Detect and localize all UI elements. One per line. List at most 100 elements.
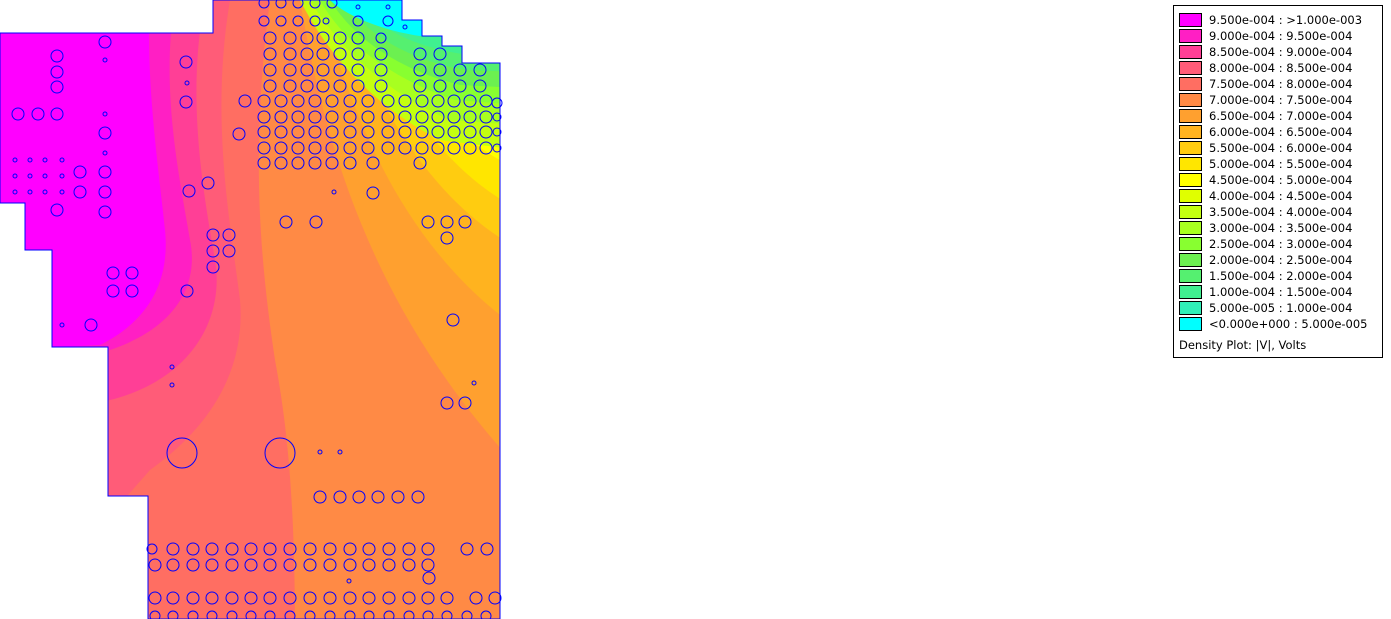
legend-entry: 5.000e-004 : 5.500e-004	[1179, 156, 1379, 172]
via-hole	[98, 205, 112, 219]
via-hole	[479, 125, 493, 139]
via-hole	[12, 189, 18, 195]
via-hole	[415, 110, 429, 124]
via-hole	[433, 47, 447, 61]
via-hole	[264, 610, 276, 619]
legend-swatch	[1179, 109, 1202, 123]
via-hole	[398, 94, 412, 108]
via-hole	[325, 94, 339, 108]
via-hole	[279, 215, 293, 229]
via-hole	[316, 79, 330, 93]
legend-swatch	[1179, 13, 1202, 27]
via-hole	[292, 15, 304, 27]
via-hole	[403, 610, 415, 619]
via-hole	[102, 111, 108, 117]
via-hole	[362, 542, 376, 556]
legend-swatch	[1179, 253, 1202, 267]
legend-label: 4.000e-004 : 4.500e-004	[1209, 189, 1353, 203]
via-hole	[413, 156, 427, 170]
via-hole	[398, 141, 412, 155]
via-hole	[300, 63, 314, 77]
via-hole	[440, 591, 454, 605]
legend-label: 4.500e-004 : 5.000e-004	[1209, 173, 1353, 187]
via-hole	[179, 55, 193, 69]
legend-label: 8.500e-004 : 9.000e-004	[1209, 45, 1353, 59]
legend-swatch	[1179, 141, 1202, 155]
via-hole	[205, 591, 219, 605]
legend-swatch	[1179, 317, 1202, 331]
via-hole	[225, 558, 239, 572]
via-hole	[244, 591, 258, 605]
via-hole	[257, 110, 271, 124]
via-hole	[186, 558, 200, 572]
via-hole	[125, 284, 139, 298]
via-hole	[355, 4, 361, 10]
legend-swatch	[1179, 77, 1202, 91]
legend-label: 5.500e-004 : 6.000e-004	[1209, 141, 1353, 155]
via-hole	[322, 17, 330, 25]
via-hole	[206, 260, 220, 274]
via-hole	[402, 591, 416, 605]
via-hole	[323, 558, 337, 572]
via-hole	[186, 591, 200, 605]
legend-label: 9.000e-004 : 9.500e-004	[1209, 29, 1353, 43]
via-hole	[148, 591, 162, 605]
via-hole	[463, 141, 477, 155]
via-hole	[431, 94, 445, 108]
legend-swatch	[1179, 189, 1202, 203]
via-hole	[313, 490, 327, 504]
via-hole	[106, 266, 120, 280]
via-hole	[257, 94, 271, 108]
via-hole	[263, 542, 277, 556]
via-hole	[244, 558, 258, 572]
via-hole	[263, 31, 277, 45]
via-hole	[352, 490, 366, 504]
legend-label: 7.000e-004 : 7.500e-004	[1209, 93, 1353, 107]
via-hole	[351, 79, 365, 93]
via-hole	[343, 558, 357, 572]
legend-entry: 9.500e-004 : >1.000e-003	[1179, 12, 1379, 28]
via-hole	[480, 610, 492, 619]
via-hole	[275, 15, 287, 27]
via-hole	[166, 542, 180, 556]
via-hole	[263, 79, 277, 93]
via-hole	[148, 558, 162, 572]
via-hole	[283, 47, 297, 61]
legend-label: 1.500e-004 : 2.000e-004	[1209, 269, 1353, 283]
via-hole	[440, 215, 454, 229]
via-hole	[303, 542, 317, 556]
legend-entry: <0.000e+000 : 5.000e-005	[1179, 316, 1379, 332]
via-hole	[440, 231, 454, 245]
via-hole	[374, 79, 388, 93]
legend-label: 7.500e-004 : 8.000e-004	[1209, 77, 1353, 91]
via-hole	[42, 173, 48, 179]
via-hole	[146, 543, 158, 555]
via-hole	[27, 189, 33, 195]
via-hole	[391, 490, 405, 504]
via-hole	[492, 112, 502, 122]
via-hole	[325, 141, 339, 155]
band-9.5e-4	[0, 0, 166, 350]
via-hole	[351, 63, 365, 77]
via-hole	[225, 542, 239, 556]
legend-entry: 4.500e-004 : 5.000e-004	[1179, 172, 1379, 188]
via-hole	[323, 542, 337, 556]
legend-label: 5.000e-004 : 5.500e-004	[1209, 157, 1353, 171]
via-hole	[225, 591, 239, 605]
via-hole	[309, 215, 323, 229]
via-hole	[201, 176, 215, 190]
via-hole	[479, 141, 493, 155]
legend-entry: 2.500e-004 : 3.000e-004	[1179, 236, 1379, 252]
via-hole	[361, 94, 375, 108]
via-hole	[102, 57, 108, 63]
via-hole	[383, 610, 395, 619]
via-hole	[238, 94, 252, 108]
via-hole	[325, 110, 339, 124]
legend-label: 9.500e-004 : >1.000e-003	[1209, 13, 1363, 27]
via-hole	[382, 542, 396, 556]
via-hole	[433, 79, 447, 93]
via-hole	[343, 110, 357, 124]
legend-caption: Density Plot: |V|, Volts	[1179, 338, 1307, 352]
legend-label: 8.000e-004 : 8.500e-004	[1209, 61, 1353, 75]
via-hole	[169, 382, 175, 388]
